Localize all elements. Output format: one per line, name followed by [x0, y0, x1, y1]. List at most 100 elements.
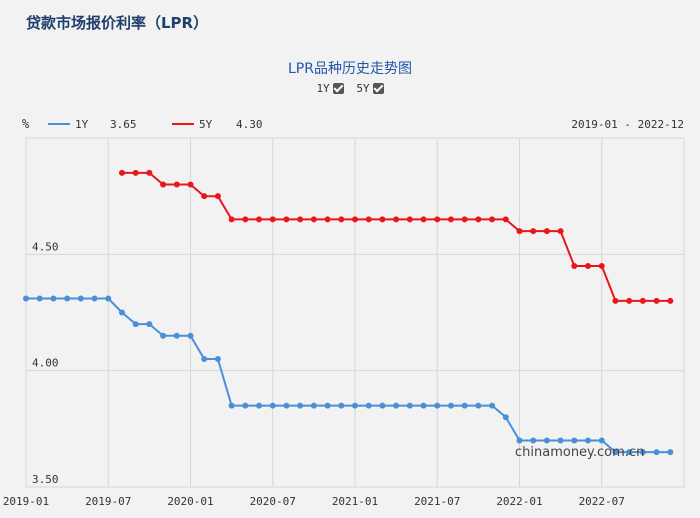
data-point-5y [447, 216, 454, 223]
data-point-5y [461, 216, 468, 223]
data-point-5y [379, 216, 386, 223]
legend-5y-name: 5Y [199, 118, 213, 131]
data-point-1y [91, 295, 98, 302]
chart-title: LPR品种历史走势图 [288, 61, 412, 77]
x-tick-label: 2021-07 [414, 495, 460, 508]
data-point-1y [324, 402, 331, 409]
data-point-1y [461, 402, 468, 409]
data-point-1y [228, 402, 235, 409]
data-point-1y [393, 402, 400, 409]
data-point-1y [173, 332, 180, 339]
toggle-1y[interactable]: 1Y [316, 82, 344, 95]
y-tick-label: 4.50 [32, 240, 59, 253]
data-point-1y [214, 356, 221, 363]
data-point-1y [365, 402, 372, 409]
data-point-5y [297, 216, 304, 223]
x-tick-label: 2020-07 [250, 495, 296, 508]
checkbox-1y-icon[interactable] [332, 83, 344, 94]
data-point-1y [557, 437, 564, 444]
data-point-1y [667, 449, 674, 456]
data-point-1y [118, 309, 125, 316]
data-point-1y [612, 449, 619, 456]
x-tick-label: 2019-07 [85, 495, 131, 508]
data-point-1y [105, 295, 112, 302]
legend-1y-value: 3.65 [110, 118, 137, 131]
data-point-1y [585, 437, 592, 444]
data-point-5y [365, 216, 372, 223]
data-point-5y [283, 216, 290, 223]
data-point-5y [352, 216, 358, 223]
data-point-5y [626, 297, 633, 304]
data-point-5y [201, 193, 208, 200]
data-point-1y [639, 449, 646, 456]
data-point-1y [269, 402, 276, 409]
data-point-5y [310, 216, 317, 223]
data-point-1y [475, 402, 482, 409]
legend-1y-name: 1Y [75, 118, 89, 131]
data-point-1y [379, 402, 386, 409]
data-point-1y [146, 321, 153, 328]
data-point-1y [352, 402, 358, 409]
toggle-1y-label: 1Y [316, 82, 330, 95]
data-point-1y [434, 402, 441, 409]
x-tick-label: 2020-01 [167, 495, 213, 508]
data-point-1y [50, 295, 57, 302]
data-point-5y [653, 297, 660, 304]
chart-grid [25, 137, 685, 488]
data-point-1y [420, 402, 427, 409]
legend-5y-value: 4.30 [236, 118, 263, 131]
data-point-5y [173, 181, 180, 188]
x-tick-label: 2021-01 [332, 495, 378, 508]
data-point-5y [598, 262, 605, 269]
data-point-5y [585, 262, 592, 269]
data-point-5y [338, 216, 345, 223]
data-point-5y [530, 228, 537, 235]
data-point-5y [269, 216, 276, 223]
data-point-5y [475, 216, 482, 223]
data-point-1y [297, 402, 304, 409]
data-point-5y [324, 216, 331, 223]
data-point-5y [228, 216, 235, 223]
data-point-5y [434, 216, 441, 223]
x-tick-label: 2022-01 [496, 495, 542, 508]
data-point-5y [571, 262, 578, 269]
data-point-1y [502, 414, 509, 421]
data-point-1y [242, 402, 249, 409]
y-tick-label: 3.50 [32, 473, 59, 486]
data-point-5y [187, 181, 194, 188]
data-point-5y [256, 216, 263, 223]
checkbox-5y-icon[interactable] [372, 83, 384, 94]
data-point-1y [338, 402, 345, 409]
data-point-5y [557, 228, 564, 235]
series-line-1y [26, 297, 671, 454]
chart-legend: % 1Y 3.65 5Y 4.30 2019-01 - 2022-12 [22, 117, 684, 131]
data-point-1y [132, 321, 139, 328]
data-point-1y [543, 437, 550, 444]
data-point-5y [516, 228, 523, 235]
series-toggles: 1Y 5Y [0, 82, 700, 95]
data-point-5y [612, 297, 619, 304]
data-point-5y [406, 216, 413, 223]
data-point-5y [639, 297, 646, 304]
data-point-1y [201, 356, 208, 363]
data-point-1y [406, 402, 413, 409]
data-point-1y [653, 449, 660, 456]
data-point-5y [543, 228, 550, 235]
data-point-5y [118, 169, 125, 176]
data-point-5y [420, 216, 427, 223]
data-point-1y [489, 402, 496, 409]
unit-label: % [22, 117, 30, 131]
data-point-5y [489, 216, 496, 223]
data-point-1y [64, 295, 71, 302]
data-point-1y [310, 402, 317, 409]
data-point-5y [146, 169, 153, 176]
data-point-1y [447, 402, 454, 409]
data-point-1y [571, 437, 578, 444]
toggle-5y[interactable]: 5Y [356, 82, 384, 95]
data-point-1y [598, 437, 605, 444]
y-tick-label: 4.00 [32, 357, 59, 370]
data-point-5y [242, 216, 249, 223]
data-point-1y [36, 295, 43, 302]
x-tick-label: 2022-07 [579, 495, 625, 508]
